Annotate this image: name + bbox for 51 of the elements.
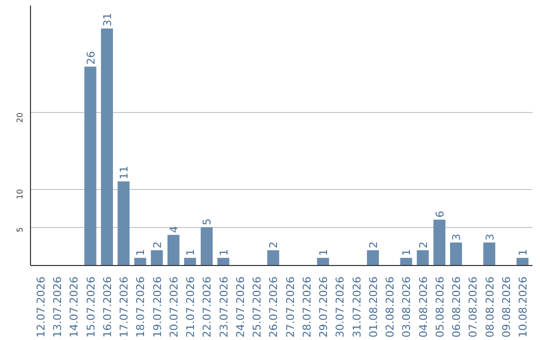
x-tick-label: 15.07.2026 (84, 276, 98, 338)
x-tick-label: 03.08.2026 (400, 276, 414, 338)
x-tick-label: 04.08.2026 (416, 276, 430, 338)
x-tick-label: 12.07.2026 (34, 276, 48, 338)
y-tick-label: 20 (16, 112, 24, 123)
x-tick-label: 27.07.2026 (284, 276, 297, 338)
y-tick-label: 10 (16, 189, 24, 200)
x-tick-label: 19.07.2026 (150, 276, 164, 338)
data-label: 6 (433, 210, 446, 218)
x-tick-label: 09.08.2026 (500, 276, 513, 338)
y-tick-label: 5 (16, 227, 24, 232)
data-label: 3 (483, 234, 496, 241)
x-tick-label: 02.08.2026 (384, 276, 397, 338)
x-tick-label: 28.07.2026 (300, 276, 314, 338)
x-tick-label: 20.07.2026 (167, 276, 180, 338)
data-label: 11 (118, 166, 131, 180)
x-tick-label: 16.07.2026 (100, 276, 114, 338)
x-tick-label: 14.07.2026 (68, 276, 81, 338)
x-tick-label: 08.08.2026 (483, 276, 496, 338)
data-label: 2 (267, 241, 280, 248)
data-label: 1 (516, 249, 530, 256)
x-tick-label: 05.08.2026 (433, 276, 446, 338)
data-label: 5 (200, 218, 214, 226)
data-label: 2 (150, 241, 164, 248)
x-tick-label: 24.07.2026 (234, 276, 247, 338)
x-tick-label: 23.07.2026 (217, 276, 230, 338)
x-tick-label: 18.07.2026 (134, 276, 148, 338)
data-label: 1 (184, 249, 198, 256)
data-label: 2 (416, 241, 430, 248)
x-tick-label: 29.07.2026 (317, 276, 330, 338)
x-tick-label: 17.07.2026 (118, 276, 131, 338)
data-label: 26 (84, 50, 98, 65)
data-label: 4 (167, 226, 180, 233)
x-tick-label: 31.07.2026 (350, 276, 364, 338)
x-tick-label: 26.07.2026 (267, 276, 280, 338)
x-tick-label: 22.07.2026 (200, 276, 214, 338)
x-tick-label: 25.07.2026 (250, 276, 264, 338)
x-tick-label: 06.08.2026 (450, 276, 464, 338)
data-label: 2 (366, 241, 380, 248)
x-tick-label: 21.07.2026 (184, 276, 198, 338)
data-label: 3 (450, 234, 464, 241)
data-label: 31 (100, 12, 114, 26)
x-tick-label: 07.08.2026 (466, 276, 480, 338)
data-label: 1 (400, 249, 414, 256)
x-tick-label: 10.08.2026 (516, 276, 530, 338)
x-tick-label: 30.07.2026 (334, 276, 347, 338)
data-label: 1 (134, 249, 148, 256)
x-tick-label: 13.07.2026 (51, 276, 64, 338)
data-label: 1 (317, 249, 330, 256)
x-tick-label: 01.08.2026 (366, 276, 380, 338)
data-label: 1 (217, 249, 230, 256)
